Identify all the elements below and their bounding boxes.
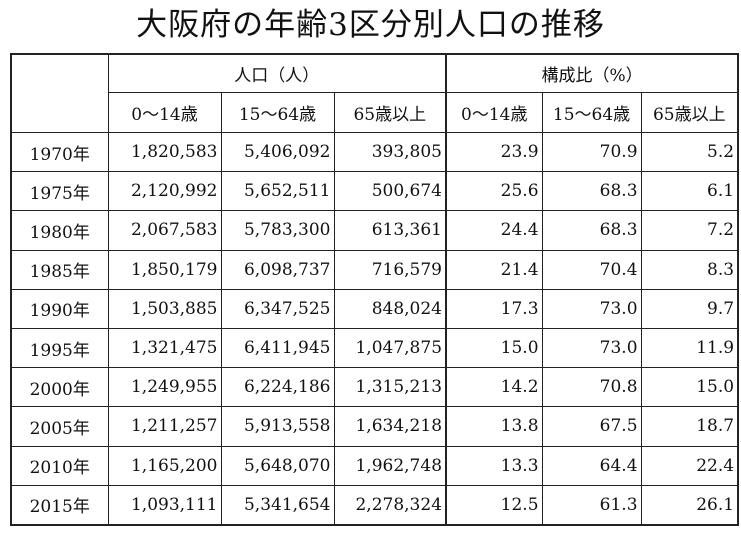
- sub-header: 0〜14歳: [107, 92, 222, 133]
- value-cell: 5,913,558: [220, 406, 335, 447]
- value-cell: 393,805: [333, 131, 447, 173]
- sub-header: 15〜64歳: [220, 92, 335, 133]
- year-cell: 2015年: [10, 484, 109, 526]
- value-cell: 26.1: [640, 484, 739, 526]
- value-cell: 15.0: [640, 367, 739, 408]
- table-head: 人口（人） 構成比（%） 0〜14歳 15〜64歳 65歳以上 0〜14歳 15〜64歳…: [10, 53, 739, 133]
- value-cell: 5,648,070: [220, 445, 335, 486]
- value-cell: 12.5: [445, 484, 543, 526]
- table-row: 1995年 1,321,475 6,411,945 1,047,875 15.0 73.0…: [10, 327, 739, 369]
- sub-header: 0〜14歳: [445, 92, 543, 133]
- year-cell: 1980年: [10, 210, 109, 251]
- value-cell: 24.4: [445, 210, 543, 251]
- value-cell: 73.0: [541, 327, 642, 369]
- value-cell: 5,652,511: [220, 171, 335, 212]
- value-cell: 1,850,179: [107, 249, 222, 290]
- value-cell: 64.4: [541, 445, 642, 486]
- data-table: 人口（人） 構成比（%） 0〜14歳 15〜64歳 65歳以上 0〜14歳 15〜64歳…: [10, 53, 740, 526]
- value-cell: 1,249,955: [107, 367, 222, 408]
- value-cell: 716,579: [333, 249, 447, 290]
- value-cell: 6.1: [640, 171, 739, 212]
- value-cell: 1,503,885: [107, 288, 222, 329]
- year-cell: 2010年: [10, 445, 109, 486]
- value-cell: 2,067,583: [107, 210, 222, 251]
- title: 大阪府の年齢3区分別人口の推移: [136, 7, 605, 43]
- value-cell: 1,321,475: [107, 327, 222, 369]
- value-cell: 9.7: [640, 288, 739, 329]
- value-cell: 13.8: [445, 406, 543, 447]
- table-row: 2000年 1,249,955 6,224,186 1,315,213 14.2 70.8…: [10, 367, 739, 408]
- value-cell: 8.3: [640, 249, 739, 290]
- value-cell: 68.3: [541, 210, 642, 251]
- value-cell: 70.4: [541, 249, 642, 290]
- sub-header-row: 0〜14歳 15〜64歳 65歳以上 0〜14歳 15〜64歳 65歳以上: [11, 92, 739, 133]
- value-cell: 6,098,737: [220, 249, 335, 290]
- value-cell: 23.9: [445, 131, 543, 173]
- value-cell: 5,783,300: [220, 210, 335, 251]
- value-cell: 848,024: [333, 288, 447, 329]
- value-cell: 11.9: [640, 327, 739, 369]
- table-row: 1970年 1,820,583 5,406,092 393,805 23.9 70.9 5.…: [10, 131, 739, 173]
- value-cell: 6,224,186: [220, 367, 335, 408]
- value-cell: 5,406,092: [220, 131, 335, 173]
- year-cell: 1985年: [10, 249, 109, 290]
- value-cell: 1,047,875: [333, 327, 447, 369]
- year-cell: 1995年: [10, 327, 109, 369]
- value-cell: 1,165,200: [107, 445, 222, 486]
- sub-header: 15〜64歳: [541, 92, 642, 133]
- table-row: 2010年 1,165,200 5,648,070 1,962,748 13.3 64.4…: [10, 445, 739, 486]
- table-row: 1975年 2,120,992 5,652,511 500,674 25.6 68.3 6.…: [10, 171, 739, 212]
- sub-header: 65歳以上: [640, 92, 739, 133]
- table-row: 1980年 2,067,583 5,783,300 613,361 24.4 68.3 7.…: [10, 210, 739, 251]
- value-cell: 13.3: [445, 445, 543, 486]
- year-cell: 1975年: [10, 171, 109, 212]
- value-cell: 5.2: [640, 131, 739, 173]
- value-cell: 1,962,748: [333, 445, 447, 486]
- value-cell: 14.2: [445, 367, 543, 408]
- year-cell: 2000年: [10, 367, 109, 408]
- value-cell: 613,361: [333, 210, 447, 251]
- group-header: 人口（人）: [107, 53, 447, 93]
- value-cell: 17.3: [445, 288, 543, 329]
- value-cell: 1,315,213: [333, 367, 447, 408]
- value-cell: 67.5: [541, 406, 642, 447]
- value-cell: 70.9: [541, 131, 642, 173]
- value-cell: 5,341,654: [220, 484, 335, 526]
- value-cell: 1,820,583: [107, 131, 222, 173]
- value-cell: 25.6: [445, 171, 543, 212]
- table-row: 1985年 1,850,179 6,098,737 716,579 21.4 70.4 8.…: [10, 249, 739, 290]
- value-cell: 22.4: [640, 445, 739, 486]
- value-cell: 7.2: [640, 210, 739, 251]
- value-cell: 21.4: [445, 249, 543, 290]
- value-cell: 2,278,324: [333, 484, 447, 526]
- value-cell: 18.7: [640, 406, 739, 447]
- value-cell: 61.3: [541, 484, 642, 526]
- value-cell: 1,093,111: [107, 484, 222, 526]
- value-cell: 6,411,945: [220, 327, 335, 369]
- value-cell: 2,120,992: [107, 171, 222, 212]
- value-cell: 70.8: [541, 367, 642, 408]
- corner-cell: [10, 53, 109, 133]
- value-cell: 73.0: [541, 288, 642, 329]
- year-cell: 2005年: [10, 406, 109, 447]
- value-cell: 1,211,257: [107, 406, 222, 447]
- table-row: 1990年 1,503,885 6,347,525 848,024 17.3 73.0 9.…: [10, 288, 739, 329]
- group-header-row: 人口（人） 構成比（%）: [10, 53, 739, 133]
- table-row: 2015年 1,093,111 5,341,654 2,278,324 12.5 61.3…: [10, 484, 739, 526]
- sub-header: 65歳以上: [333, 92, 447, 133]
- value-cell: 15.0: [445, 327, 543, 369]
- value-cell: 68.3: [541, 171, 642, 212]
- value-cell: 500,674: [333, 171, 447, 212]
- value-cell: 1,634,218: [333, 406, 447, 447]
- table-body: 1970年 1,820,583 5,406,092 393,805 23.9 70.9 5.…: [10, 131, 739, 526]
- table-row: 2005年 1,211,257 5,913,558 1,634,218 13.8 67.5…: [10, 406, 739, 447]
- year-cell: 1990年: [10, 288, 109, 329]
- value-cell: 6,347,525: [220, 288, 335, 329]
- year-cell: 1970年: [10, 131, 109, 173]
- group-header: 構成比（%）: [445, 53, 739, 93]
